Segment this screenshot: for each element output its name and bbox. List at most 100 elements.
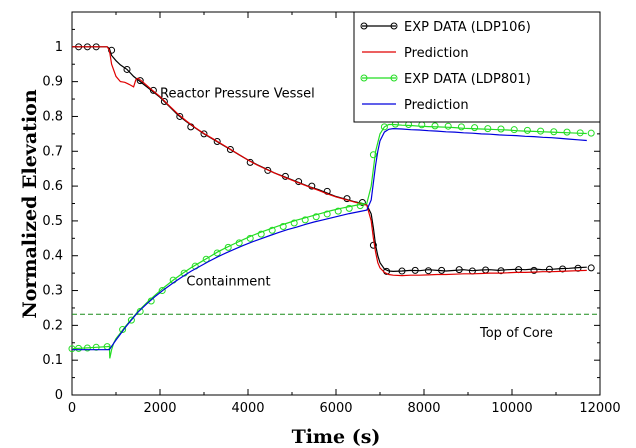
series-marker-0 — [455, 266, 463, 274]
series-marker-2 — [497, 125, 505, 133]
legend-label-3: Prediction — [404, 98, 469, 113]
y-tick-label: 0.6 — [42, 179, 63, 194]
series-marker-2 — [290, 219, 298, 227]
x-tick-label: 10000 — [491, 401, 532, 416]
series-marker-0 — [264, 166, 272, 174]
series-marker-2 — [380, 123, 388, 131]
x-tick-label: 6000 — [319, 401, 352, 416]
series-group — [68, 43, 595, 359]
series-marker-2 — [323, 210, 331, 218]
series-marker-2 — [471, 124, 479, 132]
series-marker-2 — [257, 230, 265, 238]
series-marker-2 — [537, 127, 545, 135]
series-marker-0 — [438, 266, 446, 274]
legend-label-0: EXP DATA (LDP106) — [404, 20, 531, 35]
annotation-1: Containment — [186, 274, 270, 289]
legend-marker-2 — [360, 74, 368, 82]
top-of-core-label: Top of Core — [479, 326, 553, 341]
series-marker-0 — [411, 266, 419, 274]
series-marker-0 — [213, 138, 221, 146]
series-marker-2 — [147, 297, 155, 305]
series-marker-2 — [523, 126, 531, 134]
series-marker-0 — [160, 97, 168, 105]
y-tick-label: 0.2 — [42, 318, 63, 333]
series-marker-2 — [246, 234, 254, 242]
series-marker-2 — [444, 122, 452, 130]
y-tick-label: 0.3 — [42, 284, 63, 299]
series-marker-2 — [268, 226, 276, 234]
series-marker-0 — [587, 264, 595, 272]
series-marker-2 — [510, 126, 518, 134]
series-marker-2 — [224, 243, 232, 251]
legend-label-2: EXP DATA (LDP801) — [404, 72, 531, 87]
series-marker-2 — [83, 344, 91, 352]
series-marker-2 — [334, 207, 342, 215]
x-tick-label: 12000 — [579, 401, 620, 416]
series-marker-2 — [418, 121, 426, 129]
series-marker-2 — [127, 316, 135, 324]
y-tick-label: 0 — [55, 388, 63, 403]
series-marker-0 — [545, 265, 553, 273]
y-tick-label: 1 — [55, 40, 63, 55]
reference-line-group: Top of Core — [72, 313, 600, 341]
x-tick-label: 0 — [68, 401, 76, 416]
series-marker-2 — [235, 239, 243, 247]
series-marker-2 — [158, 287, 166, 295]
series-marker-2 — [587, 129, 595, 137]
series-marker-0 — [123, 65, 131, 73]
legend-marker-0 — [390, 22, 398, 30]
series-marker-2 — [356, 202, 364, 210]
legend: EXP DATA (LDP106) Prediction EXP DATA (LDP… — [353, 11, 601, 123]
series-marker-0 — [308, 182, 316, 190]
series-line-3 — [72, 127, 587, 351]
series-marker-2 — [136, 307, 144, 315]
series-marker-0 — [108, 46, 116, 54]
series-marker-0 — [369, 241, 377, 249]
y-tick-label: 0.4 — [42, 249, 63, 264]
series-marker-2 — [119, 326, 127, 334]
series-marker-2 — [563, 128, 571, 136]
legend-marker-0 — [360, 22, 368, 30]
series-marker-2 — [550, 128, 558, 136]
series-marker-2 — [75, 344, 83, 352]
series-marker-2 — [369, 151, 377, 159]
series-marker-2 — [576, 129, 584, 137]
series-marker-0 — [398, 267, 406, 275]
series-marker-0 — [226, 146, 234, 154]
series-marker-0 — [176, 112, 184, 120]
y-tick-label: 0.7 — [42, 144, 63, 159]
y-tick-label: 0.1 — [42, 353, 63, 368]
annotations: Reactor Pressure Vessel Containment — [160, 86, 315, 289]
series-marker-2 — [345, 204, 353, 212]
series-marker-2 — [312, 213, 320, 221]
series-marker-0 — [149, 86, 157, 94]
series-marker-2 — [484, 125, 492, 133]
annotation-0: Reactor Pressure Vessel — [160, 86, 315, 101]
series-marker-0 — [424, 267, 432, 275]
series-marker-2 — [68, 345, 76, 353]
tick-labels: 0 2000 4000 6000 8000 10000 12000 0 0.1 0.2 0.3 0.4… — [42, 40, 620, 416]
x-axis-title: Time (s) — [292, 426, 381, 448]
series-marker-0 — [497, 267, 505, 275]
legend-marker-2 — [390, 74, 398, 82]
y-tick-label: 0.9 — [42, 75, 63, 90]
series-line-2 — [71, 123, 587, 359]
series-marker-2 — [213, 249, 221, 257]
series-marker-0 — [200, 130, 208, 138]
series-marker-2 — [301, 216, 309, 224]
y-tick-label: 0.8 — [42, 109, 63, 124]
y-axis-title: Normalized Elevation — [19, 89, 41, 318]
series-marker-0 — [530, 266, 538, 274]
series-line-1 — [72, 46, 587, 277]
x-tick-label: 4000 — [231, 401, 264, 416]
series-marker-2 — [279, 222, 287, 230]
series-marker-0 — [136, 77, 144, 85]
x-tick-label: 8000 — [407, 401, 440, 416]
series-marker-2 — [431, 122, 439, 130]
x-tick-label: 2000 — [143, 401, 176, 416]
legend-label-1: Prediction — [404, 46, 469, 61]
series-marker-2 — [457, 123, 465, 131]
series-marker-0 — [559, 265, 567, 273]
y-tick-label: 0.5 — [42, 214, 63, 229]
